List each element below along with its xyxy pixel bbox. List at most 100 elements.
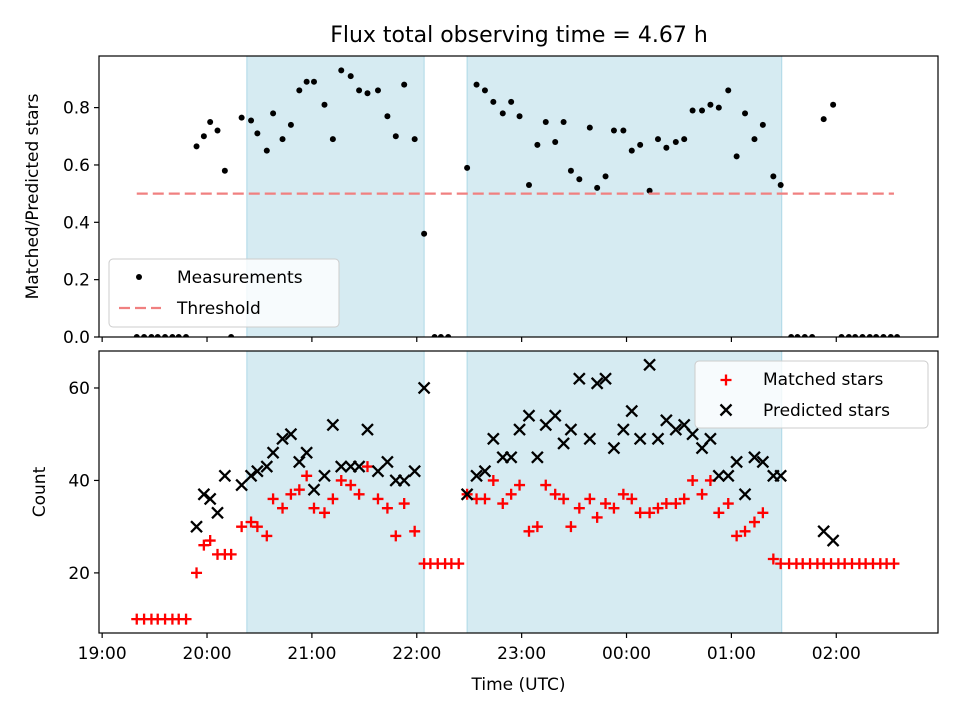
measurement-point <box>303 78 310 85</box>
predicted-stars-point <box>381 455 394 469</box>
predicted-stars-point <box>276 432 289 446</box>
matched-stars-point <box>626 493 638 505</box>
measurement-point <box>296 87 303 94</box>
predicted-stars-point <box>625 404 639 418</box>
matched-stars-point <box>670 498 682 510</box>
measurement-point <box>499 110 506 117</box>
matched-stars-point <box>487 474 499 486</box>
predicted-stars-point <box>748 451 761 464</box>
predicted-stars-point <box>607 441 621 455</box>
matched-stars-point <box>381 502 393 514</box>
measurement-point <box>516 113 523 120</box>
matched-stars-point <box>225 548 237 560</box>
measurement-point <box>338 67 345 74</box>
measurement-point <box>681 136 688 143</box>
legend-label-measurements: Measurements <box>177 268 303 288</box>
predicted-stars-point <box>686 427 699 441</box>
predicted-stars-point <box>203 492 217 506</box>
matched-stars-point <box>617 488 629 500</box>
x-tick-label: 20:00 <box>183 644 232 664</box>
predicted-stars-point <box>300 446 313 460</box>
predicted-stars-point <box>371 464 385 478</box>
predicted-stars-point <box>361 423 374 436</box>
bottom-plot-area <box>131 358 900 625</box>
x-tick-label: 22:00 <box>392 644 441 664</box>
matched-stars-point <box>888 558 900 570</box>
predicted-stars-point <box>244 469 258 483</box>
measurement-point <box>162 334 169 337</box>
bottom-y-tick-label: 60 <box>68 379 90 399</box>
measurement-point <box>809 334 816 337</box>
measurement-point <box>689 107 696 114</box>
matched-stars-point <box>479 493 491 505</box>
predicted-stars-point <box>307 483 321 497</box>
matched-stars-point <box>634 507 646 519</box>
measurement-point <box>801 334 808 337</box>
measurement-point <box>894 334 901 337</box>
matched-stars-point <box>565 521 577 533</box>
predicted-stars-point <box>190 520 203 533</box>
matched-stars-point <box>497 498 509 510</box>
top-y-tick-label: 0.0 <box>63 328 90 348</box>
predicted-stars-point <box>218 469 232 483</box>
predicted-stars-point <box>470 469 483 483</box>
measurement-point <box>464 164 471 171</box>
bottom-y-axis-label: Count <box>30 466 50 517</box>
matched-stars-point <box>191 567 203 579</box>
measurement-point <box>431 334 438 337</box>
measurement-point <box>228 334 235 337</box>
matched-stars-point <box>652 502 664 514</box>
matched-stars-point <box>285 488 297 500</box>
chart-title: Flux total observing time = 4.67 h <box>330 23 708 48</box>
matched-stars-point <box>372 493 384 505</box>
measurement-point <box>838 334 845 337</box>
matched-stars-point <box>713 507 725 519</box>
measurement-point <box>321 101 328 108</box>
matched-stars-point <box>453 558 465 570</box>
matched-stars-point <box>345 479 357 491</box>
matched-stars-point <box>696 488 708 500</box>
matched-stars-point <box>722 498 734 510</box>
predicted-stars-point <box>260 460 274 473</box>
predicted-stars-point <box>583 432 597 446</box>
measurement-point <box>567 167 574 174</box>
matched-stars-point <box>251 521 263 533</box>
measurement-point <box>873 334 880 337</box>
measurement-point <box>525 182 532 189</box>
predicted-stars-point <box>557 437 570 450</box>
measurement-point <box>672 139 679 146</box>
predicted-stars-point <box>704 432 717 446</box>
measurement-point <box>214 127 221 134</box>
measurement-point <box>329 136 336 143</box>
measurement-point <box>742 110 749 117</box>
predicted-stars-point <box>774 469 788 483</box>
predicted-stars-point <box>417 381 431 395</box>
predicted-stars-point <box>266 446 280 460</box>
matched-stars-point <box>739 525 751 537</box>
measurement-point <box>777 182 784 189</box>
matched-stars-point <box>748 516 760 528</box>
predicted-stars-point <box>738 487 752 501</box>
matched-stars-point <box>514 479 526 491</box>
measurement-point <box>620 127 627 134</box>
matched-stars-point <box>591 511 603 523</box>
measurement-point <box>542 118 549 125</box>
predicted-stars-point <box>487 432 500 446</box>
predicted-stars-point <box>651 432 665 446</box>
measurement-point <box>845 334 852 337</box>
matched-stars-point <box>644 507 656 519</box>
matched-stars-point <box>573 502 585 514</box>
measurement-point <box>481 87 488 94</box>
predicted-stars-point <box>211 506 224 520</box>
measurement-point <box>699 107 706 114</box>
measurement-point <box>576 176 583 183</box>
matched-stars-point <box>180 613 192 625</box>
measurement-point <box>788 334 795 337</box>
matched-stars-point <box>204 535 216 547</box>
measurement-point <box>133 334 140 337</box>
predicted-stars-point <box>513 423 526 436</box>
measurement-point <box>628 147 635 154</box>
matched-stars-point <box>409 525 421 537</box>
measurement-point <box>534 141 541 148</box>
top-plot-area <box>133 67 901 337</box>
